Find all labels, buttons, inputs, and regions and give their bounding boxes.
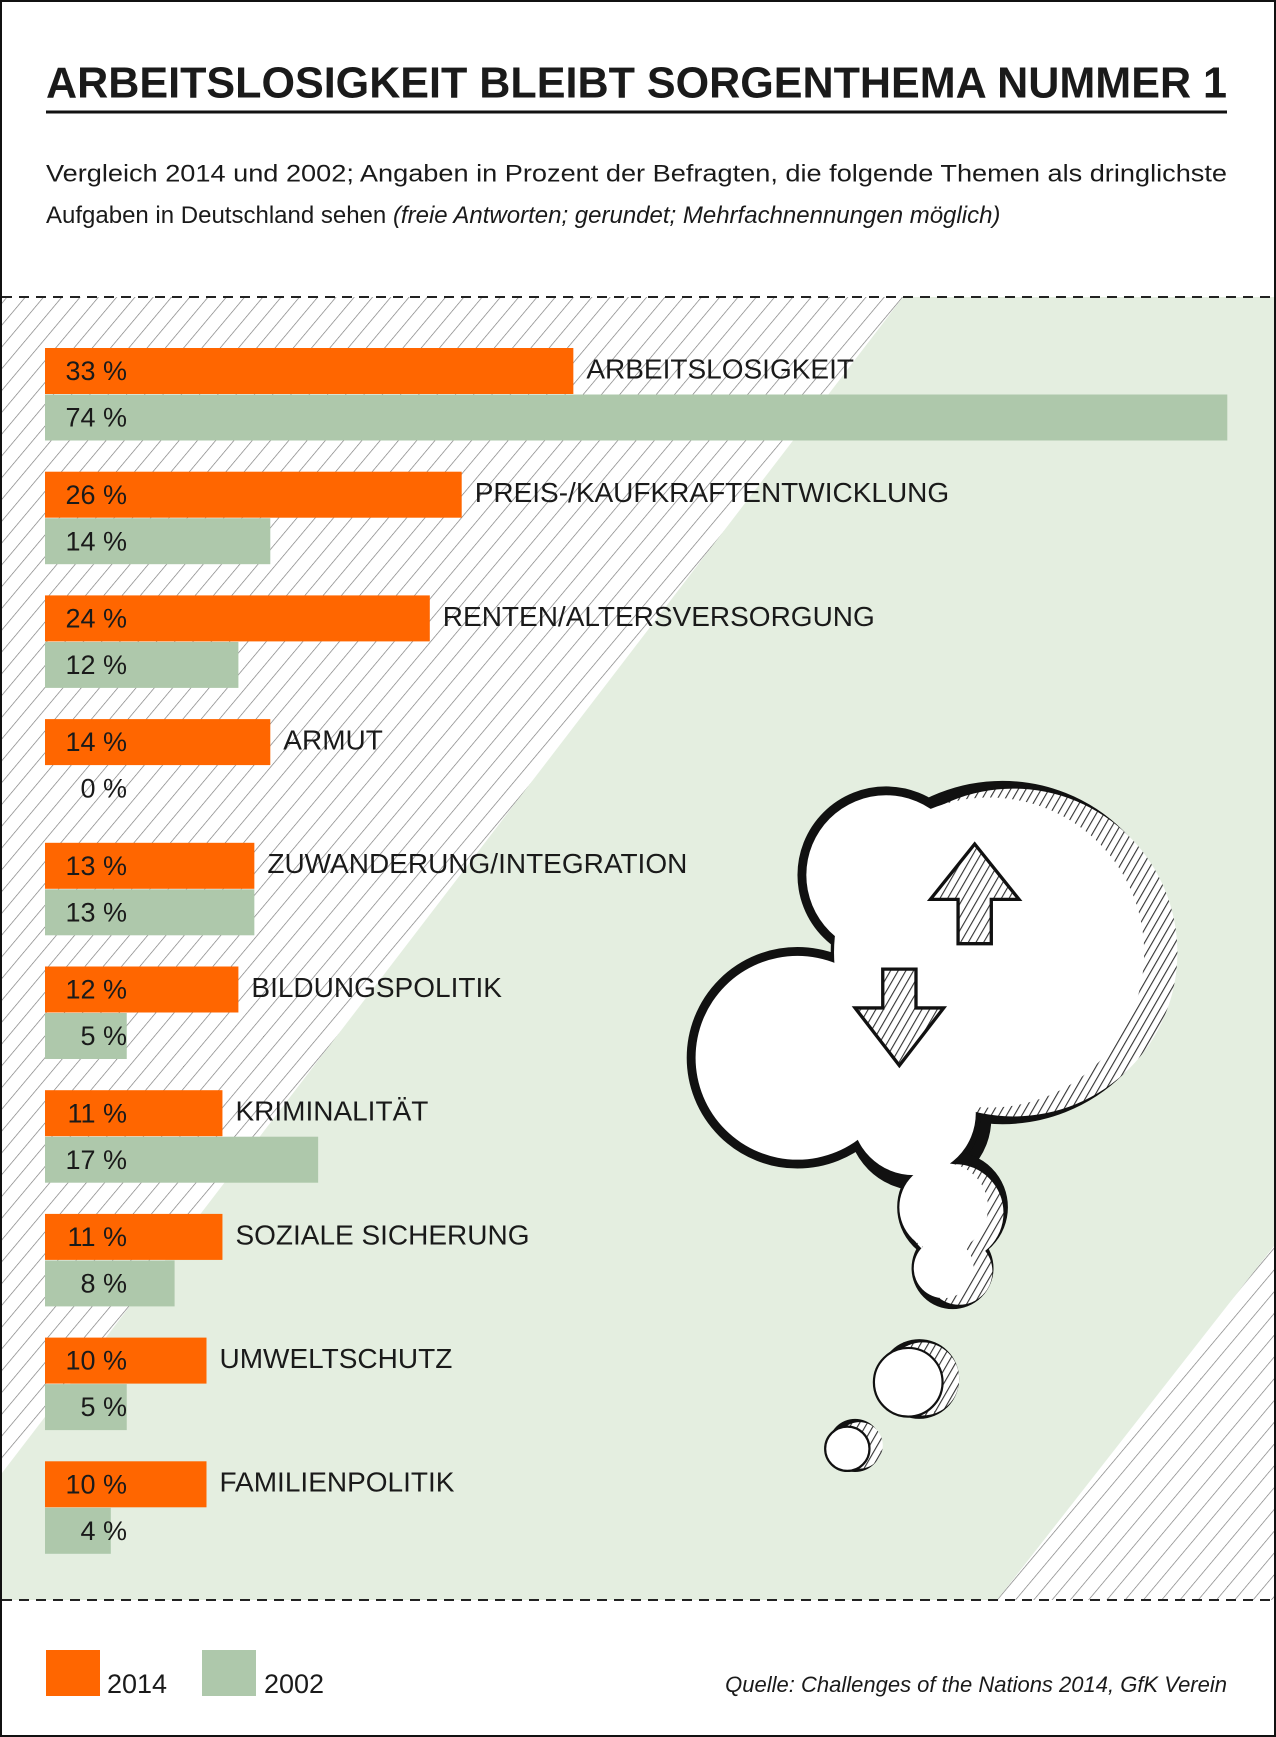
value-label: 33 % bbox=[65, 356, 127, 386]
hatch-right bbox=[997, 1246, 1274, 1600]
value-label: 8 % bbox=[80, 1269, 127, 1299]
category-label: SOZIALE SICHERUNG bbox=[235, 1219, 529, 1250]
source: Quelle: Challenges of the Nations 2014, … bbox=[725, 1672, 1227, 1697]
category-label: RENTEN/ALTERSVERSORGUNG bbox=[443, 601, 875, 632]
bar bbox=[45, 1337, 207, 1384]
value-label: 12 % bbox=[65, 975, 127, 1005]
bar bbox=[45, 719, 271, 766]
legend: 2014 2002 bbox=[46, 1650, 324, 1699]
value-label: 26 % bbox=[65, 480, 127, 510]
bars: 33 % ARBEITSLOSIGKEIT 74 % 26 % PREIS-/KAUFK… bbox=[45, 348, 1228, 1554]
value-label: 13 % bbox=[65, 851, 127, 881]
subtitle: Aufgaben in Deutschland sehen bbox=[46, 202, 386, 229]
bar bbox=[45, 889, 255, 936]
value-label: 10 % bbox=[65, 1346, 127, 1376]
bar bbox=[45, 471, 462, 518]
bar bbox=[45, 595, 430, 642]
bar bbox=[45, 394, 1228, 441]
bar bbox=[45, 641, 239, 688]
value-label: 14 % bbox=[65, 727, 127, 757]
bar bbox=[45, 1013, 127, 1059]
bar bbox=[45, 1384, 127, 1431]
subtitle: Vergleich 2014 und 2002; Angaben in Proz… bbox=[46, 160, 1227, 187]
bar bbox=[45, 1461, 207, 1508]
bar bbox=[45, 1213, 223, 1260]
bar bbox=[45, 1090, 223, 1137]
value-label: 17 % bbox=[65, 1145, 127, 1175]
value-label: 14 % bbox=[65, 526, 127, 556]
subtitle-note: (freie Antworten; gerundet; Mehrfachnenn… bbox=[393, 202, 1000, 229]
legend-label: 2002 bbox=[264, 1669, 324, 1699]
subtitle: Aufgaben in Deutschland sehen (freie Ant… bbox=[46, 202, 1000, 229]
legend-swatch bbox=[202, 1650, 256, 1696]
value-label: 5 % bbox=[80, 1392, 127, 1422]
category-label: UMWELTSCHUTZ bbox=[220, 1343, 453, 1374]
value-label: 24 % bbox=[65, 604, 127, 634]
thought-bubble bbox=[686, 780, 1178, 1473]
category-label: FAMILIENPOLITIK bbox=[220, 1467, 455, 1498]
value-label: 74 % bbox=[65, 403, 127, 433]
bar bbox=[45, 966, 239, 1013]
bar bbox=[45, 1136, 319, 1183]
category-label: KRIMINALITÄT bbox=[235, 1096, 428, 1127]
chart-title: ARBEITSLOSIGKEIT BLEIBT SORGENTHEMA NUMM… bbox=[46, 59, 1227, 108]
value-label: 11 % bbox=[67, 1098, 127, 1128]
bar bbox=[45, 1260, 175, 1307]
category-label: PREIS-/KAUFKRAFTENTWICKLUNG bbox=[475, 477, 949, 508]
legend-label: 2014 bbox=[107, 1669, 167, 1699]
value-label: 11 % bbox=[67, 1222, 127, 1252]
category-label: ARMUT bbox=[283, 724, 383, 755]
bar bbox=[45, 518, 271, 565]
value-label: 12 % bbox=[65, 650, 127, 680]
category-label: BILDUNGSPOLITIK bbox=[251, 972, 502, 1003]
value-label: 5 % bbox=[80, 1021, 127, 1051]
value-label: 0 % bbox=[80, 774, 127, 804]
value-label: 10 % bbox=[65, 1469, 127, 1499]
value-label: 4 % bbox=[80, 1516, 127, 1546]
bar bbox=[45, 348, 574, 394]
value-label: 13 % bbox=[65, 897, 127, 927]
bar bbox=[45, 842, 255, 889]
legend-swatch bbox=[46, 1650, 100, 1696]
category-label: ZUWANDERUNG/INTEGRATION bbox=[267, 848, 687, 879]
category-label: ARBEITSLOSIGKEIT bbox=[586, 353, 854, 384]
bar bbox=[45, 1507, 111, 1554]
